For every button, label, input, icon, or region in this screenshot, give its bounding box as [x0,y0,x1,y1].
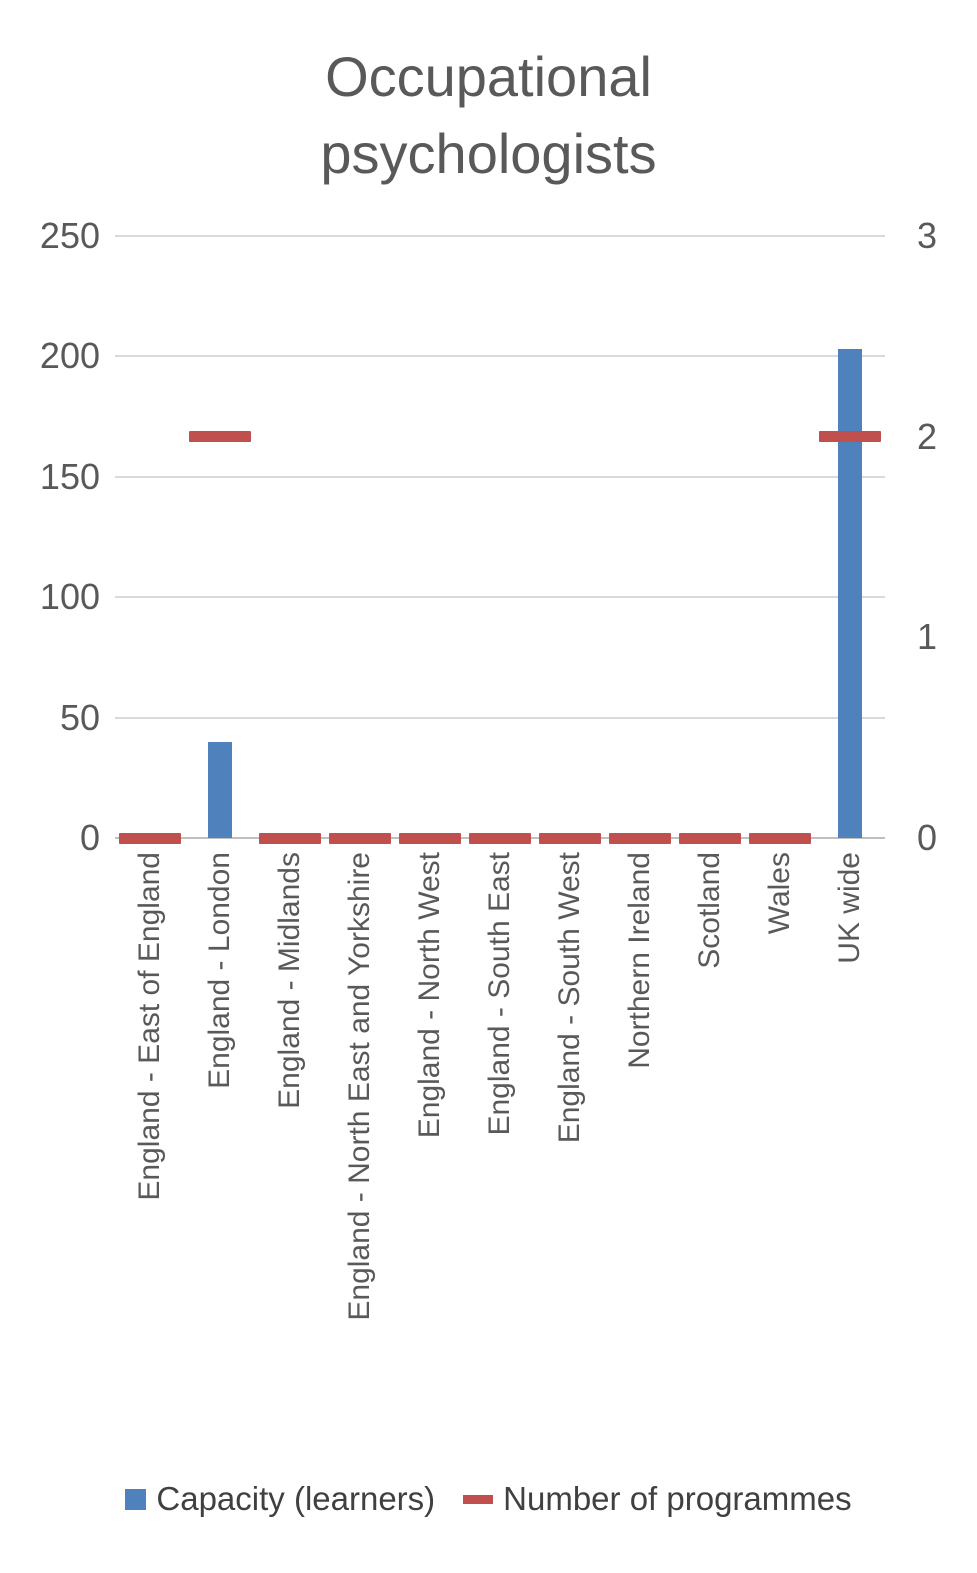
x-axis-label: England - London [203,852,236,1089]
y-axis-tick-right: 1 [917,616,938,658]
y-axis-tick-right: 3 [917,215,938,256]
gridline [115,716,885,719]
programmes-dash [469,832,531,844]
x-axis-label: Northern Ireland [623,852,656,1069]
x-axis-label: England - Midlands [273,852,306,1109]
programmes-dash [329,832,391,844]
y-axis-tick-left: 0 [79,817,100,858]
legend-label-capacity: Capacity (learners) [156,1480,436,1517]
y-axis-tick-right: 2 [917,415,938,457]
y-axis-tick-left: 100 [39,576,100,618]
programmes-dash [609,832,671,844]
gridline [115,355,885,358]
x-axis-label: Wales [763,852,796,935]
x-axis-label: Scotland [693,852,726,969]
programmes-dash [189,431,251,443]
legend: Capacity (learners) Number of programmes [0,1480,977,1518]
programmes-dash [259,832,321,844]
x-axis-label: England - North East and Yorkshire [343,852,376,1321]
x-axis-label: UK wide [833,852,866,964]
x-axis-label: England - South East [483,852,516,1136]
programmes-swatch-icon [463,1494,494,1504]
programmes-dash [539,832,601,844]
x-axis-label: England - North West [413,852,446,1139]
y-axis-tick-left: 50 [59,696,100,738]
y-axis-tick-left: 250 [39,215,100,256]
programmes-dash [679,832,741,844]
gridline [115,596,885,599]
bar [208,741,232,838]
bar [838,349,862,838]
programmes-dash [819,431,881,443]
x-axis-label: England - South West [553,852,586,1144]
y-axis-tick-left: 150 [39,455,100,497]
gridline [115,475,885,478]
programmes-dash [399,832,461,844]
legend-item-capacity: Capacity (learners) [125,1480,435,1518]
programmes-dash [119,832,181,844]
y-axis-tick-left: 200 [39,335,100,377]
legend-label-programmes: Number of programmes [503,1480,852,1517]
programmes-dash [749,832,811,844]
chart-title-text: Occupational psychologists [320,45,657,186]
x-axis-label: England - East of England [133,852,166,1201]
chart-title: Occupational psychologists [0,38,977,193]
gridline [115,235,885,237]
legend-item-programmes: Number of programmes [463,1480,852,1518]
capacity-swatch-icon [125,1488,147,1510]
y-axis-tick-right: 0 [917,817,938,858]
